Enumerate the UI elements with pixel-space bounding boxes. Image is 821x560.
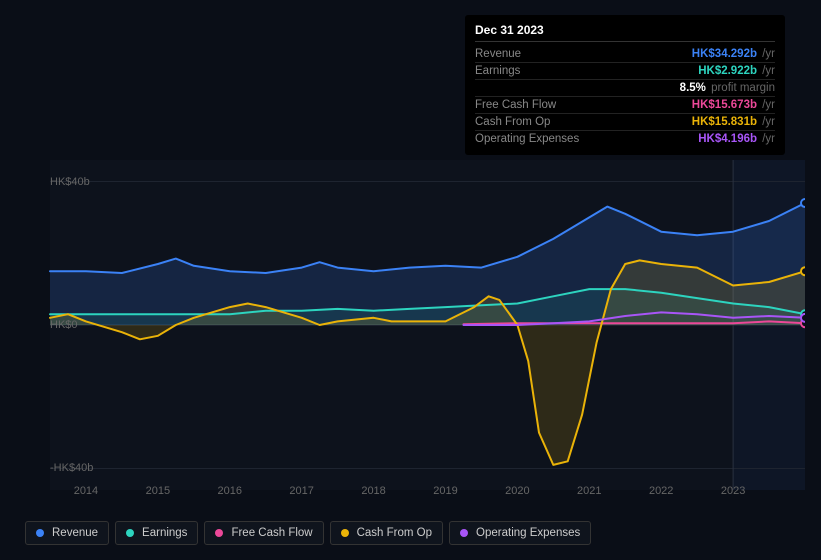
tooltip-row: Cash From Op HK$15.831b /yr	[475, 114, 775, 131]
tooltip-row-unit: /yr	[759, 65, 775, 77]
tooltip-row-value-wrap: 8.5% profit margin	[680, 82, 775, 94]
tooltip-row-value-wrap: HK$34.292b /yr	[692, 48, 775, 60]
x-axis-labels: 2014 2015 2016 2017 2018 2019 2020 2021 2022 2023	[15, 485, 805, 500]
tooltip-row-label: Operating Expenses	[475, 133, 579, 145]
tooltip-row-value: HK$34.292b	[692, 48, 757, 60]
tooltip-row: Revenue HK$34.292b /yr	[475, 46, 775, 63]
tooltip-row-unit: /yr	[759, 116, 775, 128]
tooltip-row-label: Earnings	[475, 65, 520, 77]
legend-item-cashop[interactable]: Cash From Op	[330, 521, 443, 545]
tooltip-row-unit: profit margin	[708, 82, 775, 94]
legend-item-revenue[interactable]: Revenue	[25, 521, 109, 545]
tooltip-row: Operating Expenses HK$4.196b /yr	[475, 131, 775, 147]
tooltip-row-unit: /yr	[759, 48, 775, 60]
tooltip-row-value-wrap: HK$4.196b /yr	[698, 133, 775, 145]
legend-dot-icon	[36, 529, 44, 537]
x-axis-label: 2014	[74, 485, 98, 497]
legend-item-label: Operating Expenses	[476, 527, 580, 539]
tooltip-row-label: Cash From Op	[475, 116, 550, 128]
legend-dot-icon	[126, 529, 134, 537]
legend-item-label: Cash From Op	[357, 527, 432, 539]
tooltip-row-label: Free Cash Flow	[475, 99, 556, 111]
chart-svg	[15, 160, 805, 490]
tooltip-row: Earnings HK$2.922b /yr	[475, 63, 775, 80]
tooltip-row-value: HK$15.831b	[692, 116, 757, 128]
tooltip-row: 8.5% profit margin	[475, 80, 775, 97]
x-axis-label: 2016	[218, 485, 242, 497]
legend-dot-icon	[341, 529, 349, 537]
tooltip-row-value: 8.5%	[680, 82, 706, 94]
tooltip-row-value: HK$15.673b	[692, 99, 757, 111]
series-end-marker-revenue	[801, 199, 805, 207]
tooltip-date: Dec 31 2023	[475, 23, 775, 42]
series-end-marker-opex	[801, 314, 805, 322]
x-axis-label: 2017	[289, 485, 313, 497]
x-axis-label: 2023	[721, 485, 745, 497]
legend-dot-icon	[460, 529, 468, 537]
legend-item-opex[interactable]: Operating Expenses	[449, 521, 591, 545]
legend-item-earnings[interactable]: Earnings	[115, 521, 198, 545]
legend-item-label: Revenue	[52, 527, 98, 539]
tooltip-row-unit: /yr	[759, 133, 775, 145]
legend-item-label: Free Cash Flow	[231, 527, 312, 539]
tooltip-card: Dec 31 2023 RevenueHK$34.292b /yrEarning…	[465, 15, 785, 155]
chart-area: HK$40b HK$0 -HK$40b	[15, 160, 805, 490]
legend-item-fcf[interactable]: Free Cash Flow	[204, 521, 323, 545]
x-axis-label: 2022	[649, 485, 673, 497]
tooltip-row-value-wrap: HK$2.922b /yr	[698, 65, 775, 77]
y-axis-label: HK$40b	[50, 176, 90, 188]
y-axis-label: -HK$40b	[50, 462, 90, 474]
x-axis-label: 2019	[433, 485, 457, 497]
tooltip-row-label: Revenue	[475, 48, 521, 60]
tooltip-row-value-wrap: HK$15.831b /yr	[692, 116, 775, 128]
x-axis-label: 2021	[577, 485, 601, 497]
tooltip-row-value: HK$2.922b	[698, 65, 757, 77]
x-axis-label: 2020	[505, 485, 529, 497]
y-axis-label: HK$0	[50, 319, 90, 331]
legend: Revenue Earnings Free Cash Flow Cash From O…	[25, 521, 591, 545]
tooltip-row-value-wrap: HK$15.673b /yr	[692, 99, 775, 111]
x-axis-label: 2018	[361, 485, 385, 497]
tooltip-row: Free Cash Flow HK$15.673b /yr	[475, 97, 775, 114]
x-axis-label: 2015	[146, 485, 170, 497]
series-end-marker-cashop	[801, 267, 805, 275]
legend-dot-icon	[215, 529, 223, 537]
tooltip-row-unit: /yr	[759, 99, 775, 111]
tooltip-row-value: HK$4.196b	[698, 133, 757, 145]
legend-item-label: Earnings	[142, 527, 187, 539]
